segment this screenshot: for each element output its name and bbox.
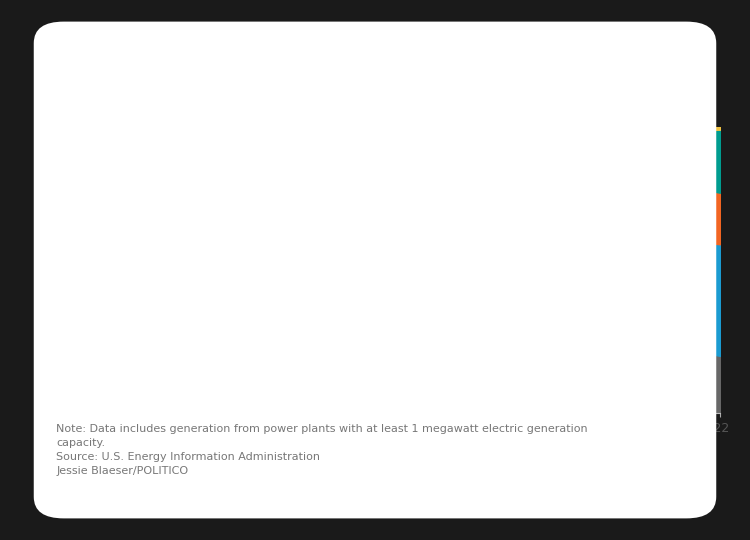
Text: Note: Data includes generation from power plants with at least 1 megawatt electr: Note: Data includes generation from powe…	[56, 424, 588, 476]
Legend: Coal, Natural gas, Nuclear, Renewables, Petroleum and other: Coal, Natural gas, Nuclear, Renewables, …	[92, 91, 568, 104]
